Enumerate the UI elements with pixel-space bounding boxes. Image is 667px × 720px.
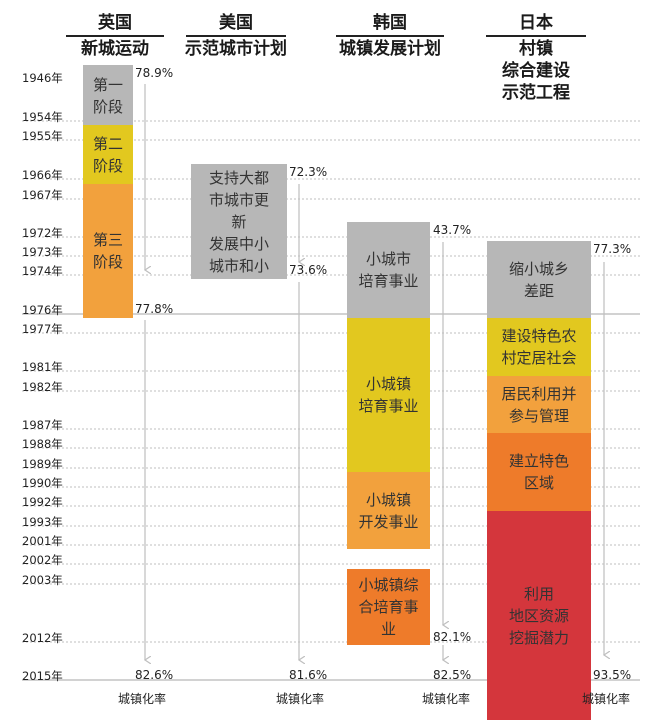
urbanization-rate-uk-1: 77.8% <box>135 302 174 316</box>
year-label-9: 1977年 <box>22 322 63 336</box>
year-label-0: 1946年 <box>22 71 63 85</box>
urbanization-rate-jp-10: 93.5% <box>593 668 632 682</box>
footer-urbanization-label-0: 城镇化率 <box>118 692 167 706</box>
stage-block-kr-4: 小城市 培育事业 <box>347 222 430 318</box>
column-header-kr: 韩国 城镇发展计划 <box>330 12 450 60</box>
year-label-16: 1992年 <box>22 495 63 509</box>
year-label-11: 1982年 <box>22 380 63 394</box>
urbanization-rate-kr-8: 82.5% <box>433 668 472 682</box>
year-label-21: 2012年 <box>22 631 63 645</box>
stage-block-jp-9: 建设特色农 村定居社会 <box>487 318 591 376</box>
stage-block-label: 小城镇 培育事业 <box>358 375 419 415</box>
column-header-us: 美国 示范城市计划 <box>180 12 292 60</box>
stage-block-label: 建设特色农 村定居社会 <box>501 327 577 367</box>
stage-block-kr-6: 小城镇 开发事业 <box>347 472 430 549</box>
column-header-line: 美国 <box>219 13 253 33</box>
stage-block-kr-5: 小城镇 培育事业 <box>347 318 430 472</box>
stage-block-jp-12: 利用 地区资源 挖掘潜力 <box>487 511 591 720</box>
footer-urbanization-label-3: 城镇化率 <box>582 692 631 706</box>
urbanization-rate-us-3: 72.3% <box>289 165 328 179</box>
stage-block-label: 小城镇综 合培育事业 <box>358 576 419 638</box>
stage-block-label: 第三 阶段 <box>92 231 123 271</box>
year-label-6: 1973年 <box>22 245 63 259</box>
column-header-line: 新城运动 <box>81 38 149 59</box>
stage-block-label: 利用 地区资源 挖掘潜力 <box>508 584 569 647</box>
year-label-5: 1972年 <box>22 226 63 240</box>
stage-block-label: 建立特色 区域 <box>508 452 569 492</box>
column-header-line: 韩国 <box>373 13 407 33</box>
column-header-line: 示范工程 <box>502 82 570 103</box>
year-label-14: 1989年 <box>22 457 63 471</box>
urbanization-rate-us-4: 73.6% <box>289 263 328 277</box>
column-header-line: 城镇发展计划 <box>339 38 441 59</box>
stage-block-jp-10: 居民利用并 参与管理 <box>487 376 591 433</box>
stage-block-label: 支持大都 市城市更新发展中小 城市和小 <box>208 168 269 275</box>
urbanization-rate-jp-9: 77.3% <box>593 242 632 256</box>
year-label-19: 2002年 <box>22 553 63 567</box>
year-label-22: 2015年 <box>22 669 63 683</box>
footer-urbanization-label-2: 城镇化率 <box>422 692 471 706</box>
stage-block-us-3: 支持大都 市城市更新发展中小 城市和小 <box>191 164 287 279</box>
stage-block-uk-2: 第三 阶段 <box>83 184 133 318</box>
year-label-4: 1967年 <box>22 188 63 202</box>
stage-block-uk-0: 第一 阶段 <box>83 65 133 126</box>
year-label-10: 1981年 <box>22 360 63 374</box>
stage-block-label: 居民利用并 参与管理 <box>501 384 577 425</box>
year-label-7: 1974年 <box>22 264 63 278</box>
year-label-15: 1990年 <box>22 476 63 490</box>
header-underline <box>66 35 164 37</box>
column-header-line: 英国 <box>98 13 132 33</box>
stage-block-label: 小城市 培育事业 <box>358 250 419 290</box>
stage-block-label: 缩小城乡 差距 <box>508 259 569 300</box>
year-label-13: 1988年 <box>22 437 63 451</box>
year-label-18: 2001年 <box>22 534 63 548</box>
urbanization-rate-uk-2: 82.6% <box>135 668 174 682</box>
year-label-1: 1954年 <box>22 110 63 124</box>
stage-block-label: 第二 阶段 <box>92 134 123 175</box>
column-header-line: 示范城市计划 <box>185 38 287 59</box>
urbanization-rate-us-5: 81.6% <box>289 668 328 682</box>
footer-urbanization-label-1: 城镇化率 <box>276 692 325 706</box>
column-header-uk: 英国 新城运动 <box>60 12 170 60</box>
stage-block-label: 第一 阶段 <box>92 75 123 116</box>
year-label-17: 1993年 <box>22 515 63 529</box>
year-label-8: 1976年 <box>22 303 63 317</box>
column-header-line: 综合建设 <box>502 60 570 81</box>
stage-block-jp-11: 建立特色 区域 <box>487 433 591 511</box>
header-underline <box>336 35 444 37</box>
stage-block-kr-7: 小城镇综 合培育事业 <box>347 569 430 645</box>
year-label-3: 1966年 <box>22 168 63 182</box>
year-label-20: 2003年 <box>22 573 63 587</box>
urbanization-rate-kr-6: 43.7% <box>433 223 472 237</box>
year-label-12: 1987年 <box>22 418 63 432</box>
stage-block-label: 小城镇 开发事业 <box>358 490 419 531</box>
column-header-jp: 日本村镇 综合建设 示范工程 <box>480 12 592 104</box>
column-header-line: 村镇 <box>519 38 553 59</box>
year-label-2: 1955年 <box>22 129 63 143</box>
header-underline <box>486 35 586 37</box>
urbanization-rate-uk-0: 78.9% <box>135 66 174 80</box>
stage-block-uk-1: 第二 阶段 <box>83 125 133 184</box>
header-underline <box>186 35 286 37</box>
urbanization-rate-kr-7: 82.1% <box>433 630 472 644</box>
stage-block-jp-8: 缩小城乡 差距 <box>487 241 591 318</box>
column-header-line: 日本 <box>519 13 553 33</box>
